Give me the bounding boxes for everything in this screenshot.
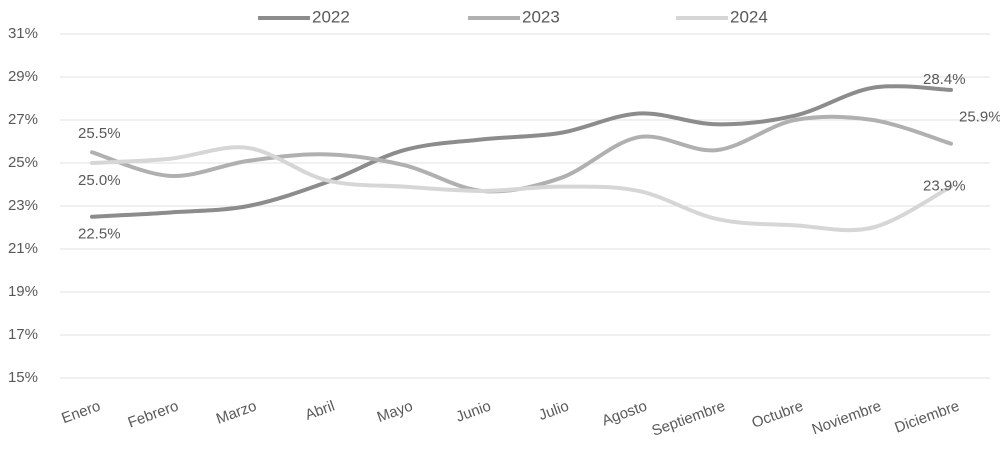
legend-label: 2024 <box>730 7 768 26</box>
line-series <box>90 145 953 233</box>
y-tick-label: 29% <box>8 68 38 85</box>
y-tick-label: 15% <box>8 369 38 386</box>
x-tick-label: Agosto <box>600 398 650 430</box>
line-series <box>90 114 953 194</box>
data-label: 25.0% <box>78 172 121 189</box>
y-tick-label: 19% <box>8 283 38 300</box>
x-tick-label: Noviembre <box>810 398 884 439</box>
y-tick-label: 23% <box>8 197 38 214</box>
legend-label: 2022 <box>312 7 350 26</box>
data-label: 25.9% <box>959 109 1000 126</box>
x-tick-label: Abril <box>303 398 337 424</box>
y-tick-label: 25% <box>8 154 38 171</box>
data-label: 25.5% <box>78 125 121 142</box>
x-tick-label: Junio <box>454 398 494 426</box>
legend-label: 2023 <box>522 7 560 26</box>
line-series <box>90 84 953 219</box>
x-tick-label: Mayo <box>375 398 415 427</box>
y-tick-label: 31% <box>8 25 38 42</box>
x-tick-label: Febrero <box>126 398 181 432</box>
y-tick-label: 17% <box>8 326 38 343</box>
data-label: 23.9% <box>923 178 966 195</box>
x-tick-label: Marzo <box>214 398 259 428</box>
x-tick-label: Septiembre <box>650 398 728 440</box>
data-label: 22.5% <box>78 226 121 243</box>
x-tick-label: Octubre <box>750 398 806 432</box>
x-tick-label: Enero <box>59 398 102 428</box>
x-tick-label: Diciembre <box>892 398 961 437</box>
y-tick-label: 21% <box>8 240 38 257</box>
data-label: 28.4% <box>923 71 966 88</box>
y-tick-label: 27% <box>8 111 38 128</box>
x-tick-label: Julio <box>536 398 571 425</box>
